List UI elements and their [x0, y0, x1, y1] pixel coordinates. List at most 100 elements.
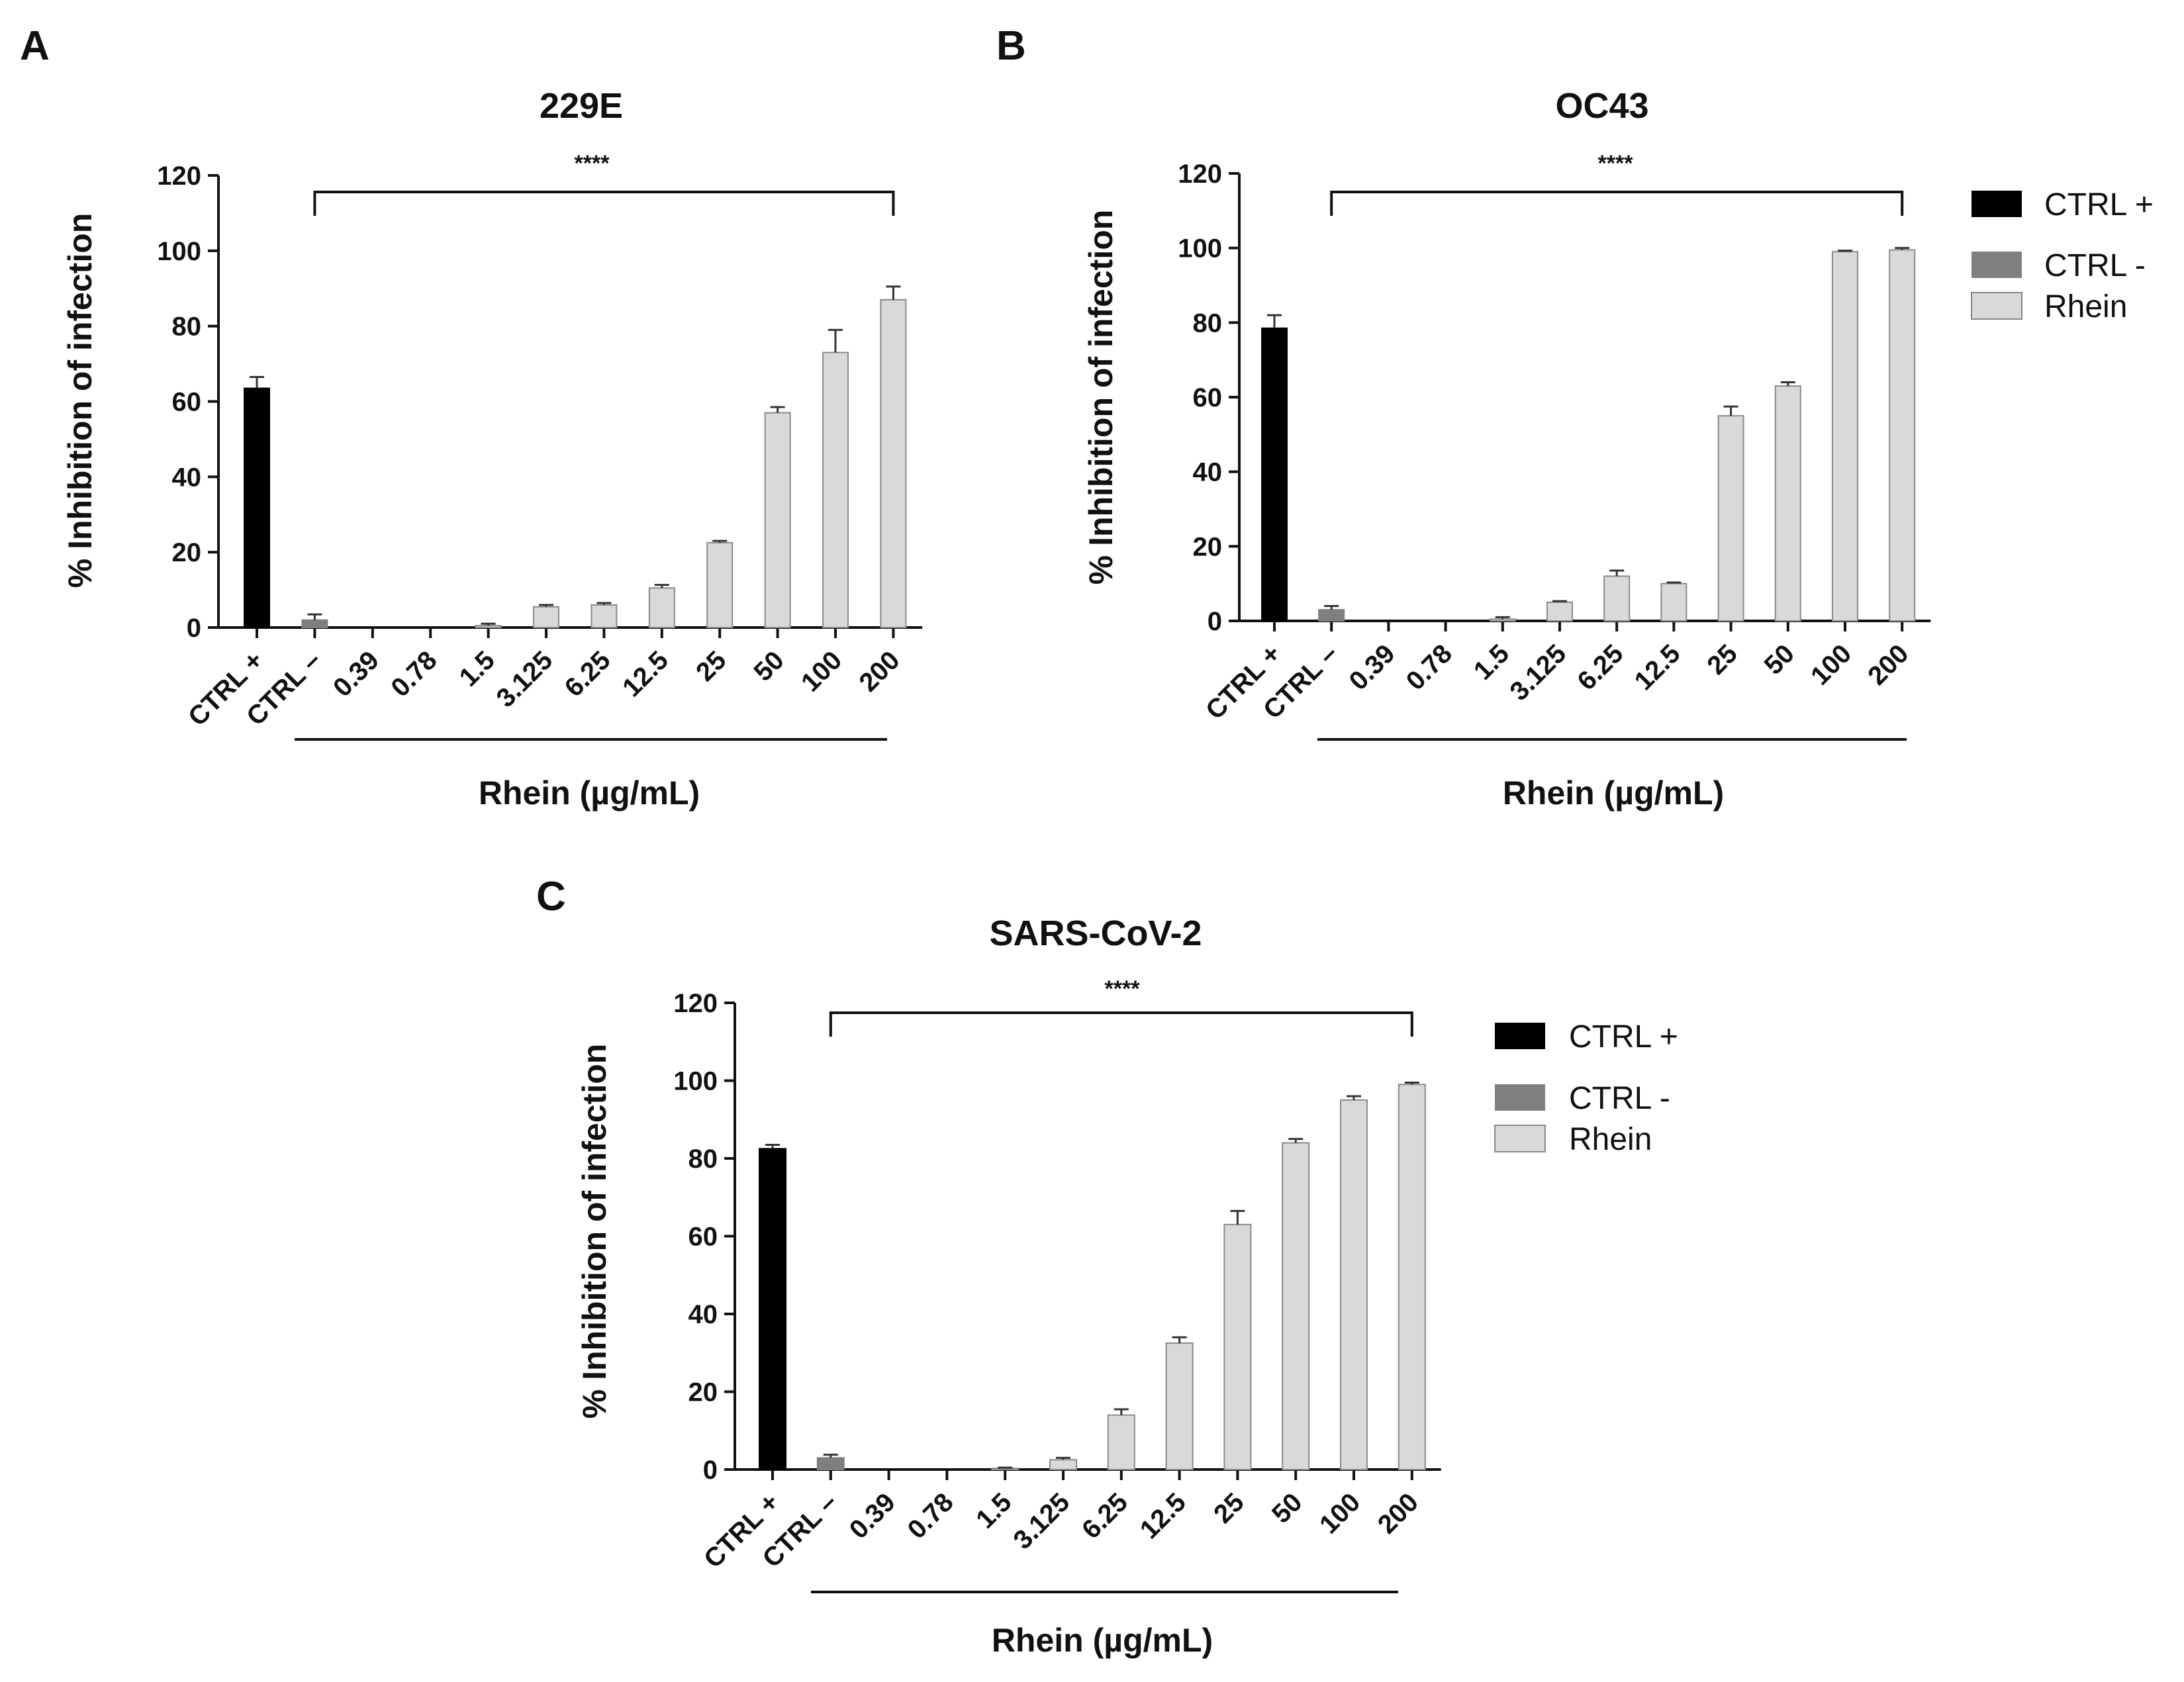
panel-b: B OC43 % Inhibition of infection Rhein (… — [996, 23, 2154, 812]
x-tick-label: 0.39 — [328, 645, 385, 702]
y-tick-label: 20 — [172, 538, 202, 567]
x-tick-label: 50 — [748, 645, 790, 687]
bar — [759, 1148, 786, 1470]
bar — [533, 606, 559, 629]
x-tick-label: 12.5 — [1135, 1487, 1192, 1544]
panel-letter-c: C — [536, 874, 566, 919]
significance-bracket — [829, 1011, 1413, 1037]
x-tick-label: 6.25 — [1572, 639, 1629, 696]
y-tick-label: 80 — [1193, 308, 1223, 338]
bar — [475, 625, 502, 629]
bar — [1282, 1142, 1310, 1470]
x-tick-label: 0.39 — [1344, 639, 1401, 696]
panel-c: C SARS-CoV-2 % Inhibition of infection R… — [536, 874, 1678, 1659]
panel-letter-b: B — [996, 23, 1026, 69]
significance-marker: **** — [575, 151, 610, 176]
x-tick-label: 1.5 — [971, 1487, 1017, 1534]
x-tick-label: 12.5 — [617, 645, 674, 702]
x-tick-label: 25 — [1701, 639, 1743, 680]
x-tick-label: 100 — [1314, 1487, 1366, 1539]
bar — [1107, 1414, 1135, 1470]
y-tick-label: 60 — [688, 1223, 718, 1252]
bar — [1049, 1459, 1077, 1470]
y-tick-label: 0 — [187, 614, 201, 643]
bar — [1318, 609, 1345, 622]
bar — [591, 604, 618, 628]
bar — [1261, 327, 1288, 622]
legend-label-ctrl-pos: CTRL + — [1569, 1019, 1678, 1054]
legend-swatch-ctrl-pos — [1495, 1023, 1545, 1049]
legend-swatch-ctrl-neg — [1495, 1084, 1545, 1111]
bar — [1832, 251, 1858, 622]
x-tick-label: 25 — [690, 645, 732, 687]
x-tick-label: 200 — [1862, 639, 1914, 690]
bar — [1165, 1342, 1194, 1470]
bar — [1546, 601, 1573, 622]
y-tick-label: 40 — [172, 463, 202, 492]
x-tick-label: 200 — [853, 645, 905, 697]
legend: CTRL + CTRL - Rhein — [1494, 1019, 1678, 1157]
x-tick-label: 6.25 — [1076, 1487, 1133, 1544]
x-tick-label: 25 — [1208, 1487, 1250, 1529]
chart-title: OC43 — [1555, 86, 1648, 126]
significance-bracket — [313, 191, 895, 216]
legend-swatch-ctrl-pos — [1971, 191, 2022, 217]
legend-label-rhein: Rhein — [1569, 1122, 1652, 1157]
legend-swatch-rhein — [1971, 292, 2022, 320]
bar — [1889, 249, 1916, 622]
chart-title: SARS-CoV-2 — [989, 913, 1202, 953]
x-tick-label: 1.5 — [1468, 639, 1515, 685]
bar — [244, 387, 270, 628]
bar — [706, 541, 734, 628]
bar — [1603, 575, 1631, 622]
x-tick-label: 12.5 — [1629, 639, 1686, 696]
bar — [1660, 583, 1687, 622]
bar — [880, 299, 907, 628]
y-tick-label: 120 — [157, 162, 201, 191]
x-tick-label: 1.5 — [454, 645, 500, 692]
legend-swatch-ctrl-neg — [1971, 252, 2022, 278]
y-tick-label: 0 — [1208, 607, 1222, 636]
y-tick-label: 80 — [172, 312, 202, 342]
x-tick-label: 50 — [1759, 639, 1801, 680]
x-axis-label: Rhein (µg/mL) — [1503, 774, 1724, 812]
x-tick-label: 6.25 — [559, 645, 616, 702]
y-tick-label: 100 — [673, 1067, 718, 1096]
x-axis-label: Rhein (µg/mL) — [992, 1622, 1213, 1659]
legend-label-ctrl-neg: CTRL - — [2044, 248, 2146, 283]
legend: CTRL + CTRL - Rhein — [1971, 187, 2154, 324]
y-tick-label: 40 — [688, 1300, 718, 1329]
x-tick-label: 50 — [1266, 1487, 1308, 1529]
y-tick-label: 60 — [172, 388, 202, 417]
chart-title: 229E — [540, 86, 623, 126]
bar — [816, 1457, 845, 1470]
x-tick-label: 3.125 — [491, 645, 558, 713]
x-tick-label: 0.78 — [902, 1487, 959, 1544]
y-tick-label: 100 — [157, 237, 201, 266]
y-tick-label: 40 — [1193, 458, 1223, 487]
bar — [764, 412, 791, 628]
bar — [648, 587, 675, 628]
y-axis-label: % Inhibition of infection — [576, 1044, 613, 1419]
bar — [1398, 1084, 1426, 1470]
bar — [1489, 618, 1516, 622]
x-tick-label: 0.39 — [844, 1487, 901, 1544]
y-axis-label: % Inhibition of infection — [1082, 210, 1119, 585]
y-tick-label: 0 — [703, 1456, 718, 1485]
bar — [1717, 415, 1744, 622]
legend-label-rhein: Rhein — [2044, 289, 2127, 324]
y-tick-label: 60 — [1193, 383, 1223, 412]
bar — [1340, 1099, 1368, 1470]
x-tick-label: 3.125 — [1008, 1487, 1075, 1555]
legend-label-ctrl-pos: CTRL + — [2044, 187, 2154, 222]
panel-a: A 229E % Inhibition of infection Rhein (… — [20, 23, 923, 812]
panel-letter-a: A — [20, 23, 50, 69]
x-tick-label: 0.78 — [385, 645, 442, 702]
bar — [1774, 385, 1801, 622]
legend-label-ctrl-neg: CTRL - — [1569, 1081, 1670, 1116]
legend-swatch-rhein — [1494, 1125, 1546, 1152]
bar — [301, 619, 328, 628]
significance-marker: **** — [1598, 151, 1634, 176]
bar — [1223, 1223, 1252, 1470]
